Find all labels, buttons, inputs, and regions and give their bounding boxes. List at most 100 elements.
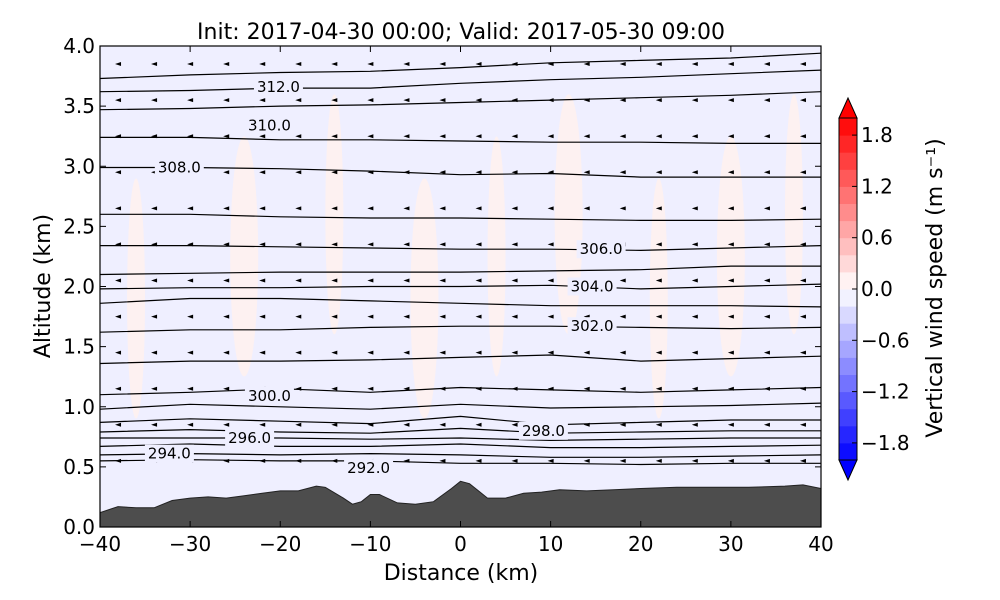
wind-arrow (655, 458, 662, 463)
wind-arrow (187, 386, 194, 391)
wind-arrow (763, 458, 770, 463)
x-axis-label: Distance (km) (384, 561, 539, 586)
wind-arrow (475, 314, 482, 319)
wind-arrow (367, 314, 374, 319)
wind-arrow (187, 62, 194, 67)
wind-arrow (619, 98, 626, 103)
colorbar-band (839, 323, 857, 341)
wind-arrow (691, 98, 698, 103)
wind-arrow (727, 422, 734, 427)
wind-arrow (727, 206, 734, 211)
y-axis: 0.0 0.5 1.0 1.5 2.0 2.5 3.0 3.5 4.0 (63, 34, 821, 539)
wind-arrow (259, 314, 266, 319)
wind-speed-field (127, 94, 803, 419)
wind-arrow (403, 314, 410, 319)
wind-arrow (475, 422, 482, 427)
wind-arrow (259, 350, 266, 355)
wind-arrow (187, 314, 194, 319)
x-tick-label: 20 (628, 532, 653, 556)
wind-arrow (655, 350, 662, 355)
wind-arrow (367, 134, 374, 139)
contour-label: 298.0 (522, 422, 565, 440)
x-tick-label: −40 (79, 532, 121, 556)
contour-label-background (244, 116, 294, 135)
colorbar-band (839, 271, 857, 290)
wind-arrow (619, 458, 626, 463)
contour-label-background (253, 77, 303, 96)
wind-arrow (259, 98, 266, 103)
wind-arrow (619, 134, 626, 139)
wind-arrow (223, 242, 230, 247)
colorbar-tick-label: −0.6 (861, 328, 910, 352)
wind-arrow (223, 170, 230, 175)
contour-label: 294.0 (148, 445, 191, 463)
wind-arrow (799, 170, 806, 175)
y-tick-label: 4.0 (63, 34, 95, 58)
wind-arrow (223, 422, 230, 427)
contour-label-background (244, 386, 294, 405)
wind-arrow (367, 350, 374, 355)
wind-arrow (691, 242, 698, 247)
colorbar-band (839, 135, 857, 153)
wind-arrow (583, 386, 590, 391)
contour-label-background (154, 158, 204, 177)
wind-arrow (151, 98, 158, 103)
colorbar-extend-min (838, 459, 858, 482)
contour-line-295 (100, 443, 821, 449)
colorbar-tick-label: −1.8 (861, 431, 910, 455)
contour-line-297 (100, 427, 821, 434)
wind-arrow (511, 350, 518, 355)
wind-arrow (691, 62, 698, 67)
wind-arrow (619, 386, 626, 391)
colorbar-band (839, 289, 857, 307)
positive-speed-region (487, 136, 506, 377)
wind-arrow (223, 386, 230, 391)
contour-label: 302.0 (571, 317, 614, 335)
colorbar-extend-max (838, 96, 858, 119)
wind-arrow (295, 206, 302, 211)
contour-label-background (567, 277, 617, 296)
contour-label: 296.0 (228, 429, 271, 447)
wind-arrow (403, 278, 410, 283)
colorbar-band (839, 152, 857, 170)
wind-arrows (115, 62, 806, 463)
wind-arrow (511, 314, 518, 319)
wind-arrow (223, 314, 230, 319)
wind-arrow (691, 422, 698, 427)
wind-arrow (115, 350, 122, 355)
colorbar-band (839, 203, 857, 222)
wind-arrow (439, 206, 446, 211)
wind-arrow (799, 206, 806, 211)
contour-line-307 (100, 213, 821, 221)
wind-arrow (799, 134, 806, 139)
wind-arrow (295, 350, 302, 355)
wind-arrow (799, 62, 806, 67)
wind-arrow (763, 62, 770, 67)
wind-arrow (223, 134, 230, 139)
colorbar-band (839, 118, 857, 136)
colorbar-band (839, 306, 857, 324)
contour-line-298 (100, 415, 821, 426)
colorbar-band (839, 237, 857, 256)
theta-contours (100, 52, 821, 466)
y-tick-label: 2.5 (63, 214, 95, 238)
wind-arrow (331, 134, 338, 139)
wind-arrow (691, 206, 698, 211)
wind-arrow (619, 62, 626, 67)
wind-arrow (763, 206, 770, 211)
wind-arrow (187, 422, 194, 427)
wind-arrow (763, 422, 770, 427)
wind-arrow (475, 170, 482, 175)
wind-arrow (295, 134, 302, 139)
wind-arrow (655, 422, 662, 427)
wind-arrow (331, 170, 338, 175)
contour-line-294 (100, 452, 821, 458)
contour-label-background (518, 421, 568, 440)
x-tick-label: 10 (538, 532, 563, 556)
wind-arrow (151, 386, 158, 391)
wind-arrow (439, 350, 446, 355)
wind-arrow (619, 314, 626, 319)
wind-arrow (691, 314, 698, 319)
contour-label: 292.0 (347, 459, 390, 477)
